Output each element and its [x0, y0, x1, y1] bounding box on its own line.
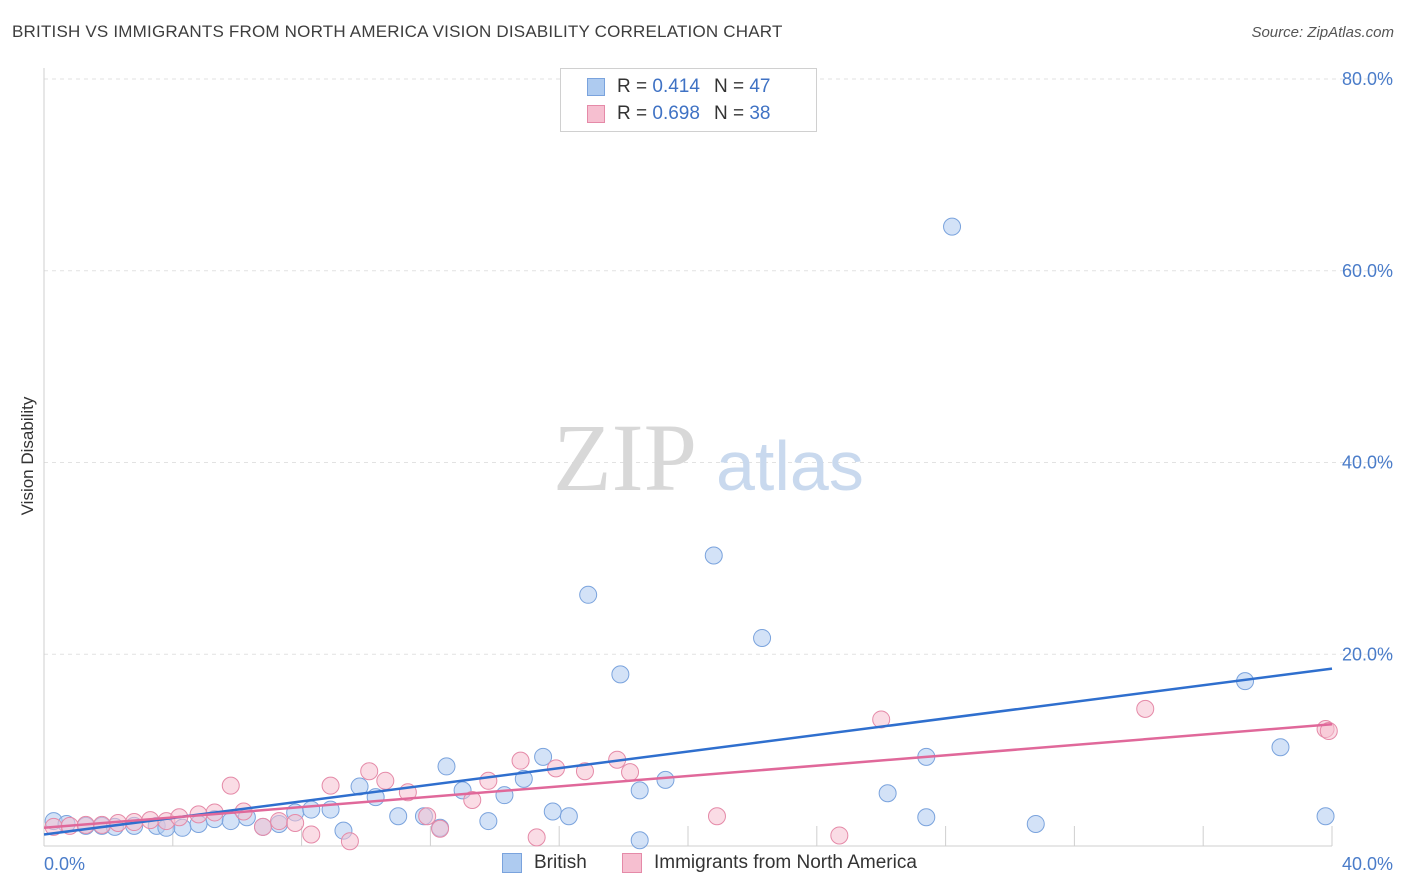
- legend-swatch-british: [587, 78, 605, 96]
- british-point: [704, 546, 723, 565]
- immigrants-point: [302, 825, 321, 844]
- british-point: [611, 665, 630, 684]
- y-tick-label: 60.0%: [1342, 261, 1393, 281]
- legend-swatch-immigrants: [587, 105, 605, 123]
- immigrants-point: [707, 807, 726, 826]
- british-point: [479, 812, 498, 831]
- british-point: [1316, 807, 1335, 826]
- british-point: [437, 757, 456, 776]
- legend-n-label: N =: [713, 103, 745, 124]
- immigrants-point: [92, 815, 111, 834]
- british-point: [917, 808, 936, 827]
- immigrants-point: [431, 819, 450, 838]
- chart-source: Source: ZipAtlas.com: [1251, 24, 1394, 41]
- data-points: [44, 217, 1338, 851]
- british-point: [559, 807, 578, 826]
- legend-row-british: R = 0.414 N = 47: [587, 75, 770, 99]
- british-point: [630, 781, 649, 800]
- immigrants-point: [286, 813, 305, 832]
- legend-r-label: R =: [617, 76, 648, 97]
- immigrants-point: [1136, 699, 1155, 718]
- legend-label-immigrants: Immigrants from North America: [654, 852, 917, 873]
- legend-n-label: N =: [713, 76, 745, 97]
- immigrants-point: [270, 812, 289, 831]
- immigrants-point: [340, 832, 359, 851]
- y-tick-label: 20.0%: [1342, 644, 1393, 664]
- x-tick-label: 0.0%: [44, 854, 85, 874]
- british-point: [1026, 814, 1045, 833]
- legend-row-immigrants: R = 0.698 N = 38: [587, 102, 770, 126]
- british-point: [579, 585, 598, 604]
- british-point: [630, 831, 649, 850]
- legend-r-label: R =: [617, 103, 648, 124]
- british-point: [389, 807, 408, 826]
- immigrants-point: [621, 763, 640, 782]
- immigrants-point: [463, 790, 482, 809]
- immigrants-point: [872, 710, 891, 729]
- immigrants-point: [511, 751, 530, 770]
- legend-n-value: 38: [749, 103, 771, 124]
- legend-swatch-british: [502, 853, 522, 873]
- watermark-atlas: atlas: [716, 427, 864, 505]
- british-point: [1271, 738, 1290, 757]
- y-tick-labels: 20.0% 40.0% 60.0% 80.0%: [1342, 69, 1393, 664]
- immigrants-point: [830, 826, 849, 845]
- legend-swatch-immigrants: [622, 853, 642, 873]
- british-trend-line: [43, 667, 1333, 836]
- legend-r-value: 0.414: [652, 76, 700, 97]
- immigrants-point: [479, 771, 498, 790]
- chart-title: BRITISH VS IMMIGRANTS FROM NORTH AMERICA…: [12, 22, 783, 41]
- british-point: [534, 747, 553, 766]
- immigrants-point: [1319, 721, 1338, 740]
- british-point: [943, 217, 962, 236]
- immigrants-point: [418, 807, 437, 826]
- trend-lines: [43, 667, 1333, 836]
- immigrants-point: [376, 771, 395, 790]
- immigrants-point: [575, 762, 594, 781]
- british-point: [753, 628, 772, 647]
- british-point: [878, 784, 897, 803]
- x-tick-label: 40.0%: [1342, 854, 1393, 874]
- stats-legend: R = 0.414 N = 47 R = 0.698 N = 38: [560, 68, 817, 132]
- watermark-zip: ZIP: [553, 404, 697, 511]
- grid: [44, 78, 1392, 655]
- british-point: [514, 769, 533, 788]
- legend-item-british: British: [502, 852, 587, 874]
- y-axis-label: Vision Disability: [18, 396, 37, 515]
- x-ticks: [43, 826, 1333, 846]
- immigrants-point: [527, 828, 546, 847]
- immigrants-trend-line: [43, 722, 1333, 830]
- british-point: [543, 802, 562, 821]
- x-tick-labels: 0.0% 40.0%: [44, 854, 1393, 874]
- immigrants-point: [221, 776, 240, 795]
- legend-r-value: 0.698: [652, 103, 700, 124]
- watermark: ZIP atlas: [553, 404, 864, 511]
- immigrants-point: [253, 817, 272, 836]
- british-point: [302, 800, 321, 819]
- british-point: [656, 770, 675, 789]
- immigrants-point: [321, 776, 340, 795]
- legend-label-british: British: [534, 852, 587, 873]
- legend-item-immigrants: Immigrants from North America: [622, 852, 917, 874]
- y-tick-label: 40.0%: [1342, 453, 1393, 473]
- series-legend: British Immigrants from North America: [0, 852, 1406, 876]
- legend-n-value: 47: [749, 76, 771, 97]
- y-tick-label: 80.0%: [1342, 69, 1393, 89]
- immigrants-point: [360, 762, 379, 781]
